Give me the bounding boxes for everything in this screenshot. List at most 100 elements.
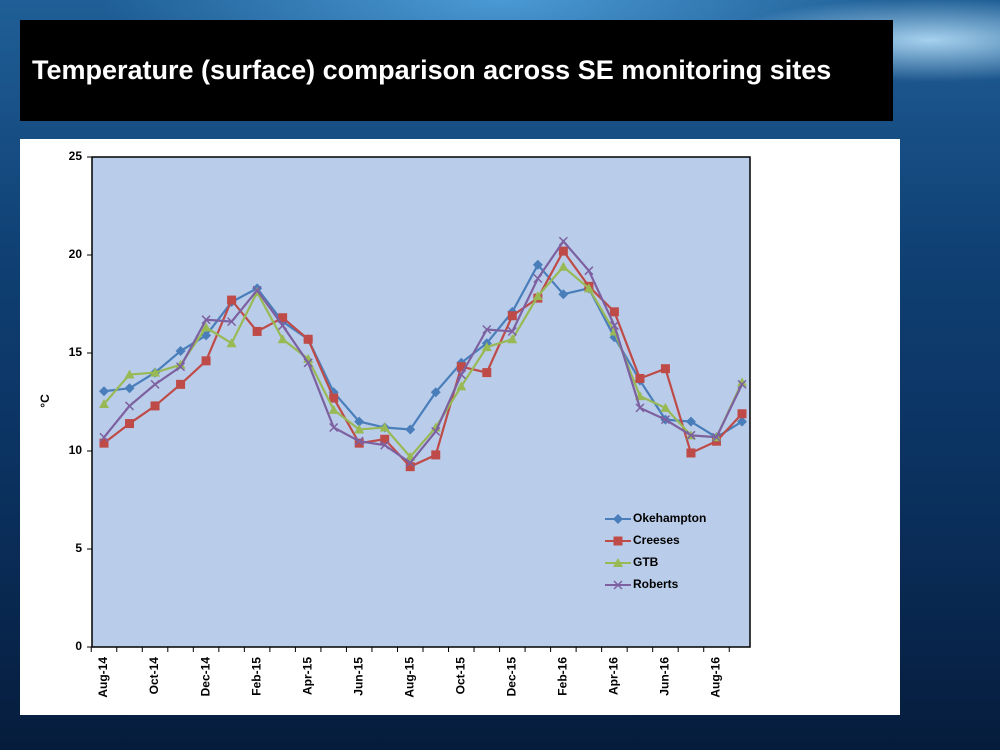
marker	[584, 266, 594, 276]
marker	[125, 419, 135, 429]
x-tick-label: Dec-14	[198, 657, 212, 697]
marker	[252, 285, 262, 295]
plot-area	[91, 156, 751, 648]
marker	[124, 401, 135, 411]
x-tick-label: Jun-15	[351, 657, 365, 696]
marker	[201, 330, 212, 341]
marker	[227, 295, 237, 305]
x-tick-label: Oct-14	[147, 657, 161, 695]
marker	[329, 422, 339, 433]
marker	[124, 369, 135, 379]
series-line	[103, 249, 743, 469]
y-tick-label: 20	[69, 247, 83, 261]
marker	[201, 315, 211, 325]
legend-label: GTB	[633, 555, 659, 569]
marker	[583, 283, 594, 293]
marker	[737, 379, 747, 389]
marker	[354, 416, 365, 427]
marker	[303, 358, 313, 368]
marker	[456, 370, 466, 380]
slide-title: Temperature (surface) comparison across …	[20, 20, 893, 121]
marker	[176, 379, 186, 389]
marker	[99, 386, 109, 397]
marker	[430, 387, 441, 398]
marker	[405, 458, 415, 468]
marker	[685, 416, 696, 427]
marker	[99, 438, 109, 448]
marker	[482, 368, 492, 378]
x-tick-label: Aug-16	[709, 657, 723, 698]
marker	[201, 356, 211, 366]
x-tick-label: Aug-14	[96, 657, 110, 698]
marker	[405, 462, 415, 472]
marker	[176, 362, 186, 372]
y-tick-label: 15	[69, 345, 83, 359]
marker	[354, 436, 364, 446]
marker	[405, 424, 416, 435]
marker	[609, 307, 619, 317]
marker	[226, 338, 237, 348]
marker	[175, 346, 186, 357]
marker	[507, 311, 517, 321]
marker	[507, 334, 518, 344]
marker	[252, 326, 262, 336]
x-tick-label: Apr-15	[300, 657, 314, 695]
marker	[354, 424, 365, 434]
legend-label: Roberts	[633, 577, 679, 591]
marker	[635, 373, 645, 383]
marker	[431, 450, 441, 460]
marker	[737, 409, 747, 419]
series-line	[103, 239, 743, 465]
marker	[329, 393, 339, 403]
marker	[635, 403, 645, 413]
marker	[278, 313, 288, 323]
marker	[686, 430, 696, 440]
marker	[456, 381, 467, 391]
marker	[278, 321, 288, 331]
series	[99, 261, 747, 461]
marker	[558, 261, 569, 271]
y-tick-label: 10	[69, 443, 83, 457]
marker	[532, 259, 543, 270]
y-tick-label: 25	[69, 149, 83, 163]
marker	[99, 432, 109, 442]
marker	[660, 402, 671, 412]
marker	[507, 326, 517, 336]
marker	[277, 334, 288, 344]
series-line	[103, 265, 743, 459]
marker	[227, 317, 237, 327]
legend-marker	[613, 580, 623, 590]
marker	[380, 434, 390, 444]
marker	[533, 273, 543, 284]
marker	[558, 246, 568, 256]
x-tick-label: Jun-16	[658, 657, 672, 696]
marker	[150, 401, 160, 411]
marker	[481, 342, 492, 352]
marker	[660, 364, 670, 374]
legend-label: Okehampton	[633, 511, 706, 525]
marker	[175, 359, 186, 369]
marker	[201, 322, 212, 332]
y-axis-label: °C	[38, 394, 52, 408]
legend-marker	[613, 536, 623, 546]
marker	[609, 321, 619, 331]
marker	[558, 236, 568, 246]
legend-marker	[613, 514, 623, 524]
x-tick-label: Feb-16	[556, 657, 570, 696]
chart: 0 5 10 15 20 25 °C Aug-14 Oct-14 Dec-14 Feb-15 Apr-…	[20, 139, 900, 715]
y-tick-label: 5	[75, 541, 82, 555]
marker	[737, 416, 747, 427]
y-tick-label: 0	[75, 639, 82, 653]
legend-label: Creeses	[633, 533, 680, 547]
marker	[686, 448, 696, 458]
marker	[354, 438, 364, 448]
marker	[124, 383, 135, 394]
marker	[711, 432, 722, 442]
marker	[532, 291, 543, 301]
series	[99, 236, 747, 468]
marker	[380, 440, 390, 450]
marker	[150, 379, 160, 389]
marker	[737, 377, 747, 387]
x-tick-label: Oct-15	[453, 657, 467, 695]
